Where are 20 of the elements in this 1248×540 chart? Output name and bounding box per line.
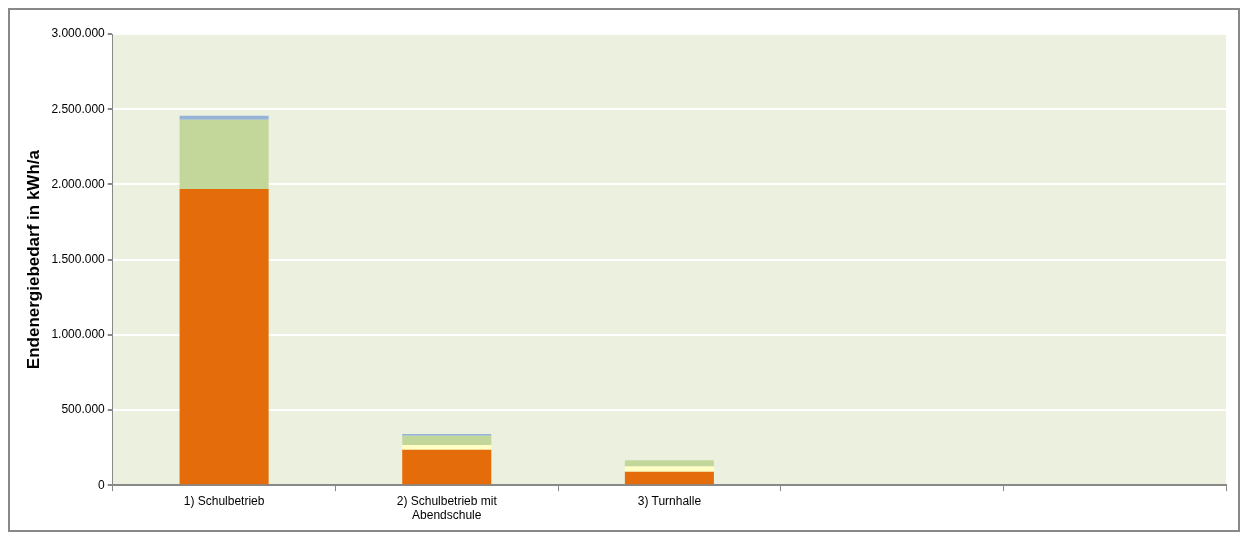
y-tick-label: 3.000.000 <box>51 26 106 41</box>
y-tick-label: 1.000.000 <box>51 327 106 342</box>
bar <box>179 119 269 189</box>
bar <box>624 471 714 485</box>
bar <box>624 460 714 467</box>
x-tick-label: 3) Turnhalle <box>637 493 702 508</box>
y-axis-title: Endenergiebedarf in kWh/a <box>23 149 43 370</box>
bar <box>402 444 492 450</box>
y-tick-label: 2.000.000 <box>51 176 106 191</box>
x-tick-label: 2) Schulbetrieb mit Abendschule <box>396 493 498 523</box>
bar <box>624 466 714 472</box>
x-tick-label: 1) Schulbetrieb <box>183 493 265 508</box>
bar <box>402 435 492 445</box>
bar <box>402 449 492 485</box>
y-tick-label: 2.500.000 <box>51 101 106 116</box>
y-tick-label: 500.000 <box>61 402 106 417</box>
y-tick-label: 1.500.000 <box>51 251 106 266</box>
y-tick-label: 0 <box>98 477 106 492</box>
bar <box>179 188 269 485</box>
bar <box>179 115 269 120</box>
